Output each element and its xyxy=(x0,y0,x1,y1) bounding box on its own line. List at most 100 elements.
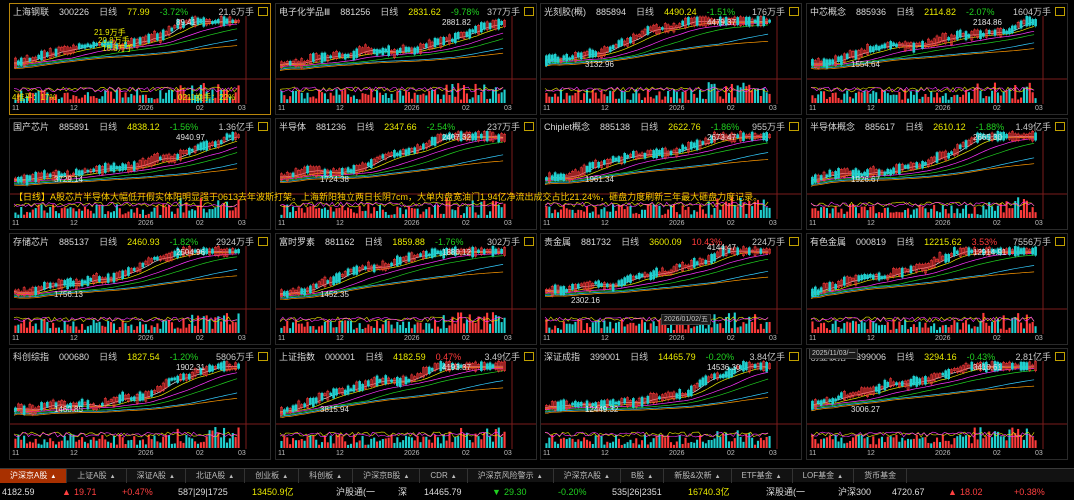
tab-dropdown-icon[interactable]: ▲ xyxy=(450,474,457,480)
kline-panel[interactable]: 上海钢联 300226 日线 77.99 -3.72% 21.6万手 89.41 11 12 20… xyxy=(9,3,271,115)
moving-average-line xyxy=(545,397,769,414)
tab-dropdown-icon[interactable]: ▲ xyxy=(536,474,543,480)
market-tab[interactable]: 科创板 ▲ xyxy=(299,469,354,483)
moving-average-line xyxy=(544,254,769,294)
market-tab[interactable]: 沪深京B股 ▲ xyxy=(353,469,421,483)
moving-average-line xyxy=(544,276,769,298)
moving-average-line xyxy=(545,378,769,412)
panel-window-icon[interactable] xyxy=(789,7,799,16)
moving-average-line xyxy=(810,370,1035,409)
tab-dropdown-icon[interactable]: ▲ xyxy=(603,474,610,480)
panel-window-icon[interactable] xyxy=(258,237,268,246)
moving-average-line xyxy=(810,48,1035,70)
kline-panel[interactable]: Chiplet概念 885138 日线 2622.76 -1.86% 955万手 2673.… xyxy=(540,118,802,230)
moving-average-line xyxy=(810,379,1035,411)
panel-window-icon[interactable] xyxy=(1055,7,1065,16)
panel-window-icon[interactable] xyxy=(258,352,268,361)
x-axis-label: 11 xyxy=(278,450,286,457)
panel-window-icon[interactable] xyxy=(524,352,534,361)
panel-code: 881236 xyxy=(316,122,347,132)
market-tab[interactable]: 上证A股 ▲ xyxy=(67,469,127,483)
market-tab[interactable]: 货币基金 xyxy=(854,469,908,483)
market-tab[interactable]: 沪深京A股 ▲ xyxy=(0,469,68,483)
kline-panel[interactable]: 光刻胶(概) 885894 日线 4490.24 -1.51% 176万手 4479.37 3… xyxy=(540,3,802,115)
x-axis-label: 12 xyxy=(336,450,344,457)
tab-dropdown-icon[interactable]: ▲ xyxy=(403,474,410,480)
market-tab[interactable]: 北证A股 ▲ xyxy=(186,469,246,483)
tab-dropdown-icon[interactable]: ▲ xyxy=(109,474,116,480)
kline-chart xyxy=(541,244,801,334)
tab-dropdown-icon[interactable]: ▲ xyxy=(336,474,343,480)
x-axis-label: 2026 xyxy=(935,450,951,457)
panel-volume: 3.49亿手 xyxy=(484,352,520,362)
panel-window-icon[interactable] xyxy=(789,352,799,361)
panel-window-icon[interactable] xyxy=(1055,122,1065,131)
x-axis-label: 11 xyxy=(809,105,817,112)
panel-period: 日线 xyxy=(356,122,375,132)
panel-change: 3.53% xyxy=(971,237,998,247)
kline-panel[interactable]: 深证成指 399001 日线 14465.79 -0.20% 3.84亿手 14536.30… xyxy=(540,348,802,460)
high-price-label: 2673.47 xyxy=(707,133,736,142)
x-axis-label: 11 xyxy=(12,335,20,342)
low-price-label: 3006.27 xyxy=(851,405,880,414)
x-axis-label: 11 xyxy=(809,450,817,457)
market-tab[interactable]: CDR ▲ xyxy=(420,469,468,483)
kline-panel[interactable]: 有色金属 000819 日线 12215.62 3.53% 7556万手 12914.91 1… xyxy=(806,233,1068,345)
panel-volume: 237万手 xyxy=(486,122,520,132)
x-axis-label: 03 xyxy=(1035,450,1043,457)
panel-window-icon[interactable] xyxy=(1055,352,1065,361)
tab-dropdown-icon[interactable]: ▲ xyxy=(647,474,654,480)
kline-panel[interactable]: 电子化学品Ⅲ 881256 日线 2831.62 -9.78% 377万手 2881.82 1… xyxy=(275,3,537,115)
tab-dropdown-icon[interactable]: ▲ xyxy=(168,474,175,480)
market-tab[interactable]: 新股&次新 ▲ xyxy=(664,469,732,483)
panel-window-icon[interactable] xyxy=(524,237,534,246)
tab-dropdown-icon[interactable]: ▲ xyxy=(775,474,782,480)
kline-panel[interactable]: 半导体概念 885617 日线 2610.12 -1.88% 1.49亿手 2665.30 1… xyxy=(806,118,1068,230)
panel-change: -1.88% xyxy=(975,122,1005,132)
kline-panel[interactable]: 富时罗素 881162 日线 1859.88 -1.76% 302万手 1880.12 145… xyxy=(275,233,537,345)
market-tab[interactable]: B股 ▲ xyxy=(621,469,665,483)
x-axis-label: 12 xyxy=(601,450,609,457)
tab-dropdown-icon[interactable]: ▲ xyxy=(282,474,289,480)
x-axis-label: 03 xyxy=(504,105,512,112)
panel-window-icon[interactable] xyxy=(789,122,799,131)
tab-dropdown-icon[interactable]: ▲ xyxy=(837,474,844,480)
low-price-label: 3815.94 xyxy=(320,405,349,414)
panel-change: -1.86% xyxy=(710,122,740,132)
panel-window-icon[interactable] xyxy=(1055,237,1065,246)
kline-panel[interactable]: 上证指数 000001 日线 4182.59 0.47% 3.49亿手 4193.37 381… xyxy=(275,348,537,460)
panel-window-icon[interactable] xyxy=(258,122,268,131)
market-tab-label: 创业板 xyxy=(255,471,280,480)
market-tab[interactable]: 深证A股 ▲ xyxy=(127,469,186,483)
market-tab[interactable]: 沪深京风险警示 ▲ xyxy=(468,469,554,483)
tab-dropdown-icon[interactable]: ▲ xyxy=(714,474,721,480)
kline-panel[interactable]: 贵金属 881732 日线 3600.09 10.43% 224万手 4144.47 2302… xyxy=(540,233,802,345)
panel-title: 科创综指 000680 日线 1827.54 -1.20% xyxy=(13,351,208,363)
market-tab[interactable]: 沪深京A股 ▲ xyxy=(554,469,621,483)
panel-window-icon[interactable] xyxy=(789,237,799,246)
sz-index-value: 14465.79 xyxy=(424,487,462,497)
kline-panel[interactable]: 国产芯片 885891 日线 4838.12 -1.56% 1.36亿手 4940.97 37… xyxy=(9,118,271,230)
x-axis-label: 12 xyxy=(70,450,78,457)
kline-panel[interactable]: 中芯概念 885936 日线 2114.82 -2.07% 1604万手 2184.86 15… xyxy=(806,3,1068,115)
kline-panel[interactable]: 半导体 881236 日线 2347.66 -2.54% 237万手 2407.32 1724… xyxy=(275,118,537,230)
market-tab[interactable]: 创业板 ▲ xyxy=(245,469,300,483)
x-axis-label: 11 xyxy=(543,105,551,112)
sh-index-value: 4182.59 xyxy=(2,487,35,497)
panel-window-icon[interactable] xyxy=(524,7,534,16)
hs300-index-change: 18.02 xyxy=(960,487,983,497)
market-tab[interactable]: LOF基金 ▲ xyxy=(793,469,855,483)
x-axis-label: 03 xyxy=(1035,220,1043,227)
market-tab[interactable]: ETF基金 ▲ xyxy=(732,469,793,483)
panel-window-icon[interactable] xyxy=(524,122,534,131)
sz-connect-link[interactable]: 深股通(一 xyxy=(766,487,805,497)
moving-average-line xyxy=(810,254,1035,297)
sh-connect-link[interactable]: 沪股通(一 xyxy=(336,487,375,497)
tab-dropdown-icon[interactable]: ▲ xyxy=(50,474,57,480)
tab-dropdown-icon[interactable]: ▲ xyxy=(228,474,235,480)
panel-window-icon[interactable] xyxy=(258,7,268,16)
kline-panel[interactable]: 存储芯片 885137 日线 2460.93 -1.82% 2924万手 2504.96 17… xyxy=(9,233,271,345)
panel-code: 000680 xyxy=(59,352,90,362)
kline-panel[interactable]: 创业板指399006日线3294.16-0.43%2.81亿手3410.6130… xyxy=(806,348,1068,460)
kline-panel[interactable]: 科创综指 000680 日线 1827.54 -1.20% 5806万手 1902.31 14… xyxy=(9,348,271,460)
